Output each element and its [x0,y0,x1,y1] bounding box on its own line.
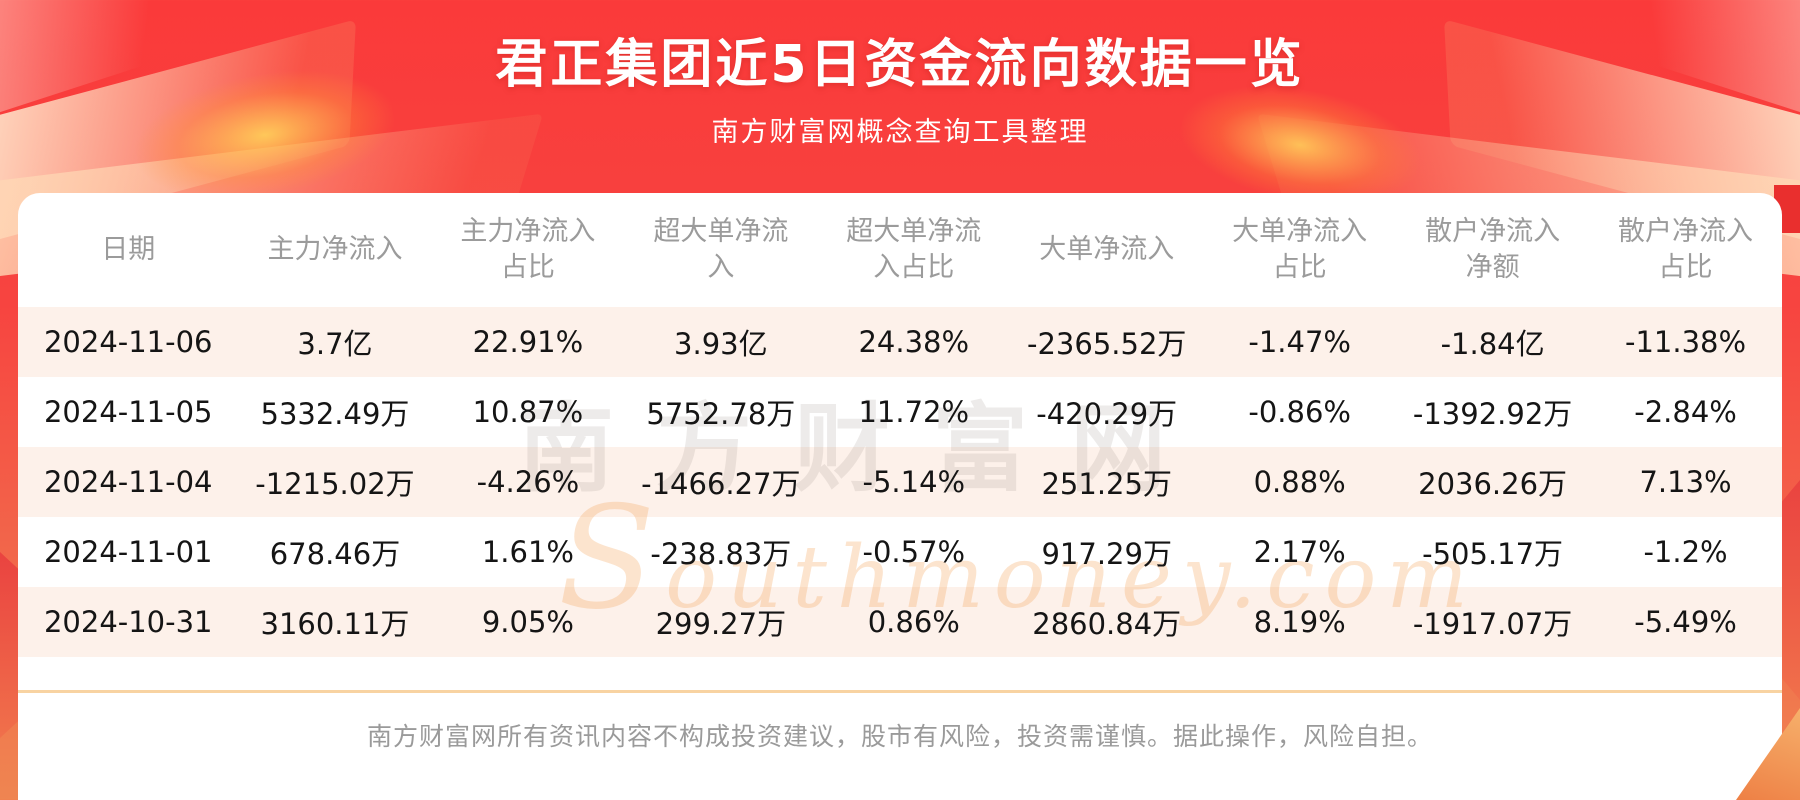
cell-value: -4.26% [476,465,580,499]
column-header-line: 散户净流入 [1618,216,1754,248]
cell-value: 0.86% [867,605,960,639]
cell-value: 7.13% [1639,465,1732,499]
column-header-line: 散户净流入 [1425,216,1561,248]
cell-value: 2036.26万 [1418,467,1568,501]
cell-value: -0.86% [1248,395,1351,429]
column-header-large-order-net-inflow: 大单净流入 [1010,193,1203,307]
table-row: 2024-11-01 678.46万 1.61% -238.83万 -0.57%… [18,517,1782,587]
column-header-line: 主力净流入 [267,234,403,266]
column-header-line: 入占比 [873,252,955,283]
table-row: 2024-11-04 -1215.02万 -4.26% -1466.27万 -5… [18,447,1782,517]
cell-value: 3.7亿 [297,327,373,361]
column-header-line: 占比 [1272,252,1327,283]
cell-value: -1466.27万 [641,467,801,501]
column-header-line: 占比 [500,252,555,283]
footer: 南方财富网所有资讯内容不构成投资建议，股市有风险，投资需谨慎。据此操作，风险自担… [18,690,1782,800]
cell-value: -420.29万 [1036,397,1178,431]
table-header: 日期 主力净流入 主力净流入 占比 超大单净流 入 超大单净流 入占比 [18,193,1782,307]
cell-value: -1215.02万 [255,467,415,501]
table-body: 2024-11-06 3.7亿 22.91% 3.93亿 24.38% -236… [18,307,1782,657]
cell-value: 8.19% [1253,605,1346,639]
column-header-line: 超大单净流 [653,216,789,248]
cell-value: 299.27万 [655,607,787,641]
cell-value: -1392.92万 [1412,397,1573,431]
cell-value: -505.17万 [1422,537,1564,571]
cell-value: 22.91% [472,325,584,359]
cell-value: -5.49% [1634,605,1737,639]
table-header-row: 日期 主力净流入 主力净流入 占比 超大单净流 入 超大单净流 入占比 [18,193,1782,307]
cell-value: -0.57% [862,535,966,569]
column-header-line: 大单净流入 [1039,234,1175,266]
cell-date: 2024-10-31 [43,605,213,639]
table-row: 2024-11-05 5332.49万 10.87% 5752.78万 11.7… [18,377,1782,447]
cell-value: 24.38% [858,325,970,359]
cell-value: 2860.84万 [1032,607,1182,641]
column-header-line: 净额 [1465,252,1520,283]
cell-value: 917.29万 [1041,537,1172,571]
table-row: 2024-11-06 3.7亿 22.91% 3.93亿 24.38% -236… [18,307,1782,377]
cell-value: -11.38% [1625,325,1747,359]
column-header-xl-order-net-inflow-ratio: 超大单净流 入占比 [817,193,1010,307]
column-header-main-net-inflow: 主力净流入 [239,193,432,307]
data-card: 南方财富网 Southmoney.com 日期 主力净流入 主力净流入 占比 [18,193,1782,800]
cell-value: 5752.78万 [646,397,796,431]
column-header-line: 大单净流入 [1232,216,1368,248]
column-header-xl-order-net-inflow: 超大单净流 入 [624,193,817,307]
cell-value: -2.84% [1634,395,1737,429]
column-header-retail-net-inflow-amount: 散户净流入 净额 [1396,193,1589,307]
column-header-date: 日期 [18,193,239,307]
fund-flow-table: 日期 主力净流入 主力净流入 占比 超大单净流 入 超大单净流 入占比 [18,193,1782,657]
cell-value: 2.17% [1253,535,1346,569]
cell-value: -2365.52万 [1027,327,1187,361]
cell-value: 10.87% [472,395,584,429]
cell-value: 11.72% [858,395,970,429]
column-header-line: 超大单净流 [846,216,982,248]
column-header-line: 占比 [1658,252,1713,283]
column-header-retail-net-inflow-ratio: 散户净流入 占比 [1589,193,1782,307]
cell-date: 2024-11-06 [43,325,213,359]
cell-date: 2024-11-04 [43,465,213,499]
cell-value: 3160.11万 [260,607,410,641]
cell-value: 678.46万 [269,537,401,571]
cell-value: 1.61% [481,535,574,569]
cell-value: -1.2% [1643,535,1728,569]
column-header-line: 日期 [101,234,156,266]
cell-date: 2024-11-01 [43,535,213,569]
cell-value: 0.88% [1253,465,1346,499]
cell-value: 5332.49万 [260,397,410,431]
cell-value: -5.14% [862,465,966,499]
cell-value: -238.83万 [650,537,792,571]
page-title: 君正集团近5日资金流向数据一览 [495,35,1305,95]
cell-value: 9.05% [481,605,574,639]
column-header-line: 主力净流入 [460,216,596,248]
cell-value: -1.47% [1248,325,1351,359]
cell-value: 3.93亿 [674,327,768,361]
cell-value: -1917.07万 [1412,607,1573,641]
column-header-main-net-inflow-ratio: 主力净流入 占比 [431,193,624,307]
column-header-large-order-net-inflow-ratio: 大单净流入 占比 [1203,193,1396,307]
cell-value: 251.25万 [1041,467,1172,501]
table-row: 2024-10-31 3160.11万 9.05% 299.27万 0.86% … [18,587,1782,657]
page-subtitle: 南方财富网概念查询工具整理 [711,117,1089,148]
cell-value: -1.84亿 [1440,327,1545,361]
cell-date: 2024-11-05 [43,395,213,429]
column-header-line: 入 [707,252,735,283]
disclaimer-text: 南方财富网所有资讯内容不构成投资建议，股市有风险，投资需谨慎。据此操作，风险自担… [366,722,1433,751]
